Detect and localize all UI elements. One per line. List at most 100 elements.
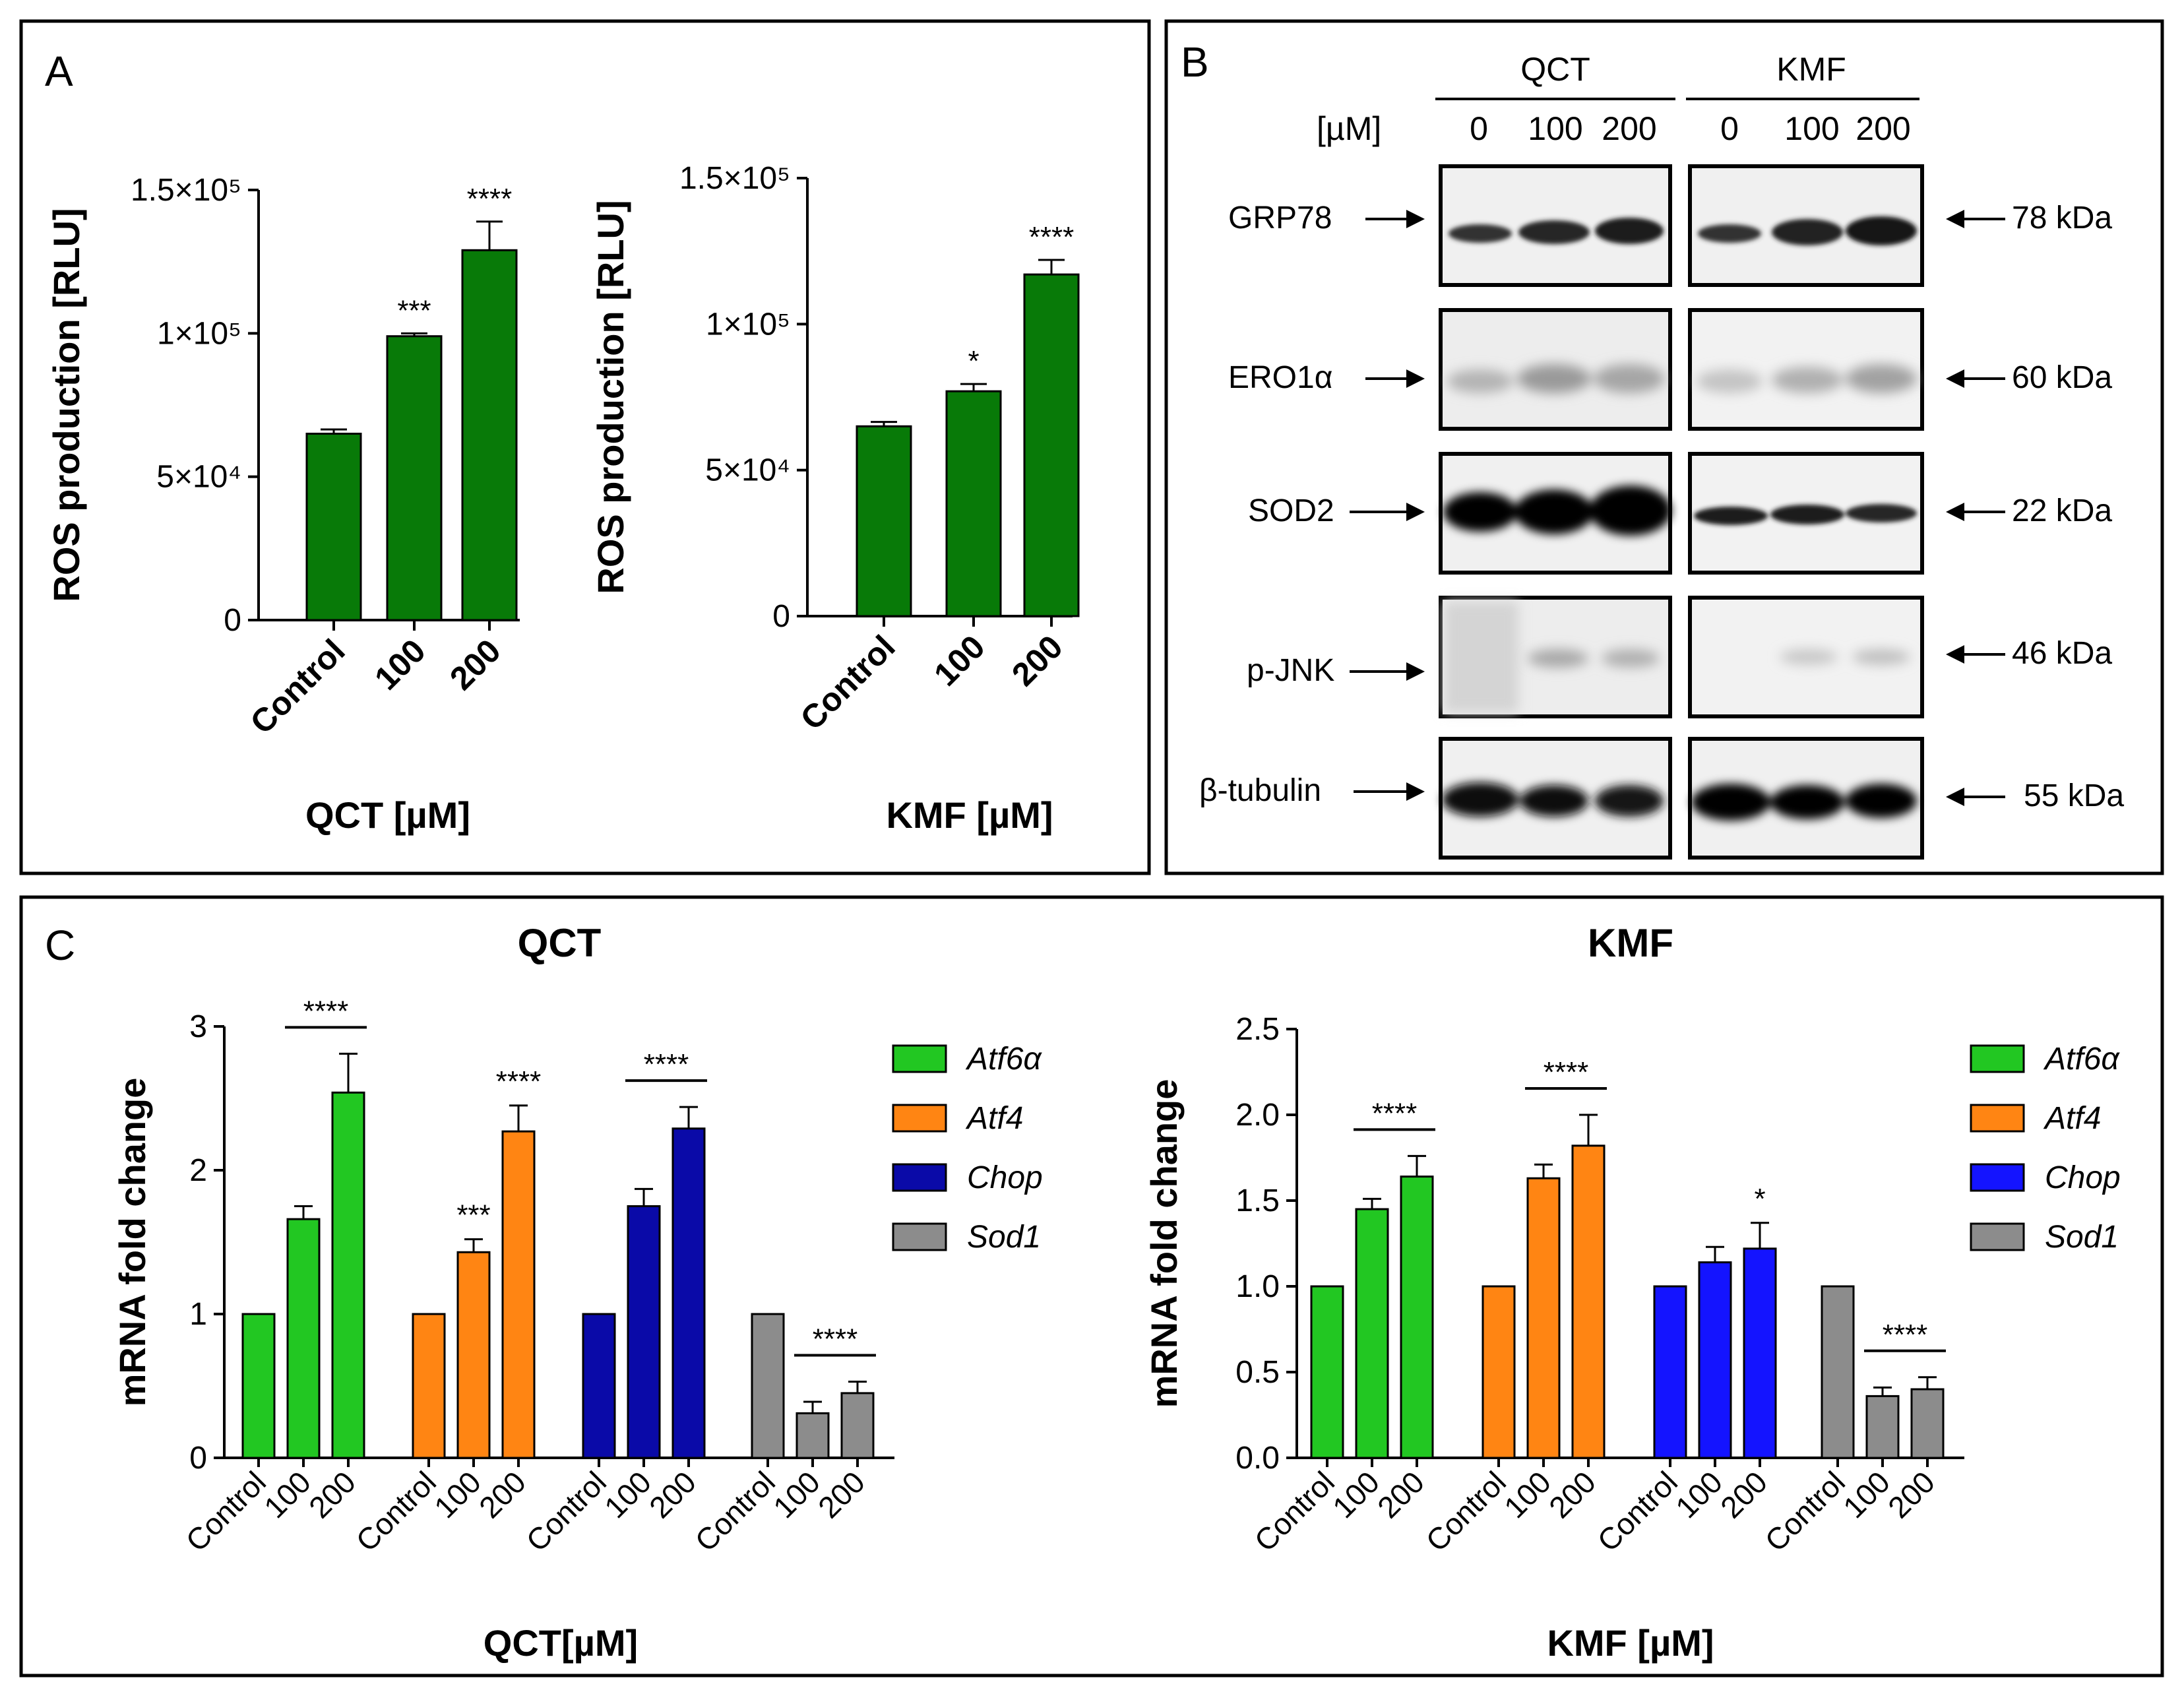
legend-label: Atf4 [965,1101,1023,1136]
band [1443,492,1517,532]
bar [751,1313,785,1459]
x-tick-label: Control [794,628,902,737]
blot-unit-label: [µM] [1317,110,1381,147]
significance-label: **** [467,183,513,215]
bar [331,1091,365,1459]
bar [1571,1145,1606,1459]
panel-letter-a: A [45,47,73,95]
bar [456,1251,491,1459]
band [1447,369,1513,393]
band [1590,486,1671,536]
legend-swatch [1970,1163,2025,1192]
panel-letter-b: B [1181,38,1209,86]
blot-dose-qct-100: 100 [1528,110,1582,147]
band [1518,220,1590,244]
bar [305,432,362,621]
x-tick-label: 200 [1542,1464,1602,1524]
bar [1821,1285,1855,1459]
significance-label: **** [1372,1097,1418,1129]
y-tick-label: 1 [189,1297,207,1332]
blot-shadow [1445,602,1518,712]
y-tick-label: 1×10⁵ [157,316,241,351]
x-tick-label: 200 [443,632,508,697]
band [1691,784,1770,821]
band [1449,224,1512,243]
y-tick-label: 2.5 [1235,1012,1280,1047]
band [1846,364,1917,393]
x-tick-label: 200 [642,1464,702,1524]
bar [501,1130,536,1459]
legend-label: Atf6α [2043,1042,2120,1077]
blot-dose-kmf-0: 0 [1720,110,1739,147]
x-tick-label: Control [243,632,352,741]
blot-size-label: 46 kDa [2012,636,2112,671]
panel-b-frame [1164,19,2164,875]
y-tick-label: 0.5 [1235,1355,1280,1390]
bar [1400,1176,1434,1459]
y-tick-label: 0 [772,599,790,634]
y-tick-label: 1.5×10⁵ [131,173,241,208]
significance-label: **** [1883,1319,1928,1351]
bar [1910,1388,1945,1459]
western-blot: QCT KMF [µM] 0 100 200 0 100 200 GRP78 [1199,51,2124,860]
legend-swatch [1970,1104,2025,1133]
band [1520,785,1588,817]
blot-protein-label: p-JNK [1247,653,1334,688]
blot-row-sod2: SOD2 22 kDa [1248,452,2112,575]
x-tick-label: Control [1758,1464,1852,1558]
legend-swatch [892,1222,947,1251]
ros-chart-qct: 0 5×10⁴ 1×10⁵ 1.5×10⁵ ROS production [RLU] Co… [46,173,520,836]
bar [671,1127,706,1459]
y-tick-label: 2 [189,1153,207,1188]
bar [796,1412,830,1459]
legend-swatch [1970,1044,2025,1073]
significance-label: **** [1544,1056,1589,1088]
y-tick-label: 2.0 [1235,1098,1280,1133]
x-tick-label: Control [519,1464,613,1558]
chart-title: QCT [518,921,602,965]
band [1594,364,1665,393]
bar [1526,1177,1561,1459]
significance-label: *** [397,294,431,327]
blot-row-grp78: GRP78 78 kDa [1228,164,2112,287]
x-tick-label: Control [349,1464,443,1558]
panel-c-frame [19,895,2164,1678]
y-tick-label: 0 [224,603,241,638]
band [1698,224,1761,243]
mrna-chart-kmf: KMF 0.0 0.5 1.0 1.5 2.0 2.5 mRNA fold change Con… [1143,921,2121,1664]
blot-protein-label: ERO1α [1228,360,1332,395]
bar [241,1313,276,1459]
x-tick-label: 100 [367,632,433,697]
x-tick-label: Control [1590,1464,1684,1558]
blot-group-qct: QCT [1520,51,1590,88]
blot-dose-qct-200: 200 [1602,110,1656,147]
x-axis-title: QCT[µM] [484,1622,638,1664]
band [1694,507,1768,525]
blot-size-label: 60 kDa [2012,360,2112,395]
significance-label: **** [644,1048,689,1081]
band [1846,784,1917,818]
bar [412,1313,446,1459]
bar [1865,1395,1900,1459]
band [1602,649,1660,668]
x-axis-title: KMF [µM] [886,794,1053,836]
blot-protein-label: β-tubulin [1199,773,1321,808]
significance-label: **** [303,995,349,1027]
x-tick-label: 200 [472,1464,532,1524]
blot-size-label: 78 kDa [2012,201,2112,235]
significance-label: **** [1029,221,1075,253]
significance-label: *** [456,1199,490,1232]
legend-label: Atf4 [2043,1101,2101,1136]
significance-label: * [1754,1183,1765,1215]
bar [1310,1285,1344,1459]
band [1595,218,1664,244]
band [1846,216,1917,245]
bar [1482,1285,1516,1459]
legend-label: Chop [967,1160,1043,1195]
legend-label: Chop [2045,1160,2121,1195]
band [1514,489,1594,534]
blot-dose-kmf-200: 200 [1856,110,1910,147]
blot-size-label: 22 kDa [2012,493,2112,528]
panel-a-frame [19,19,1151,875]
